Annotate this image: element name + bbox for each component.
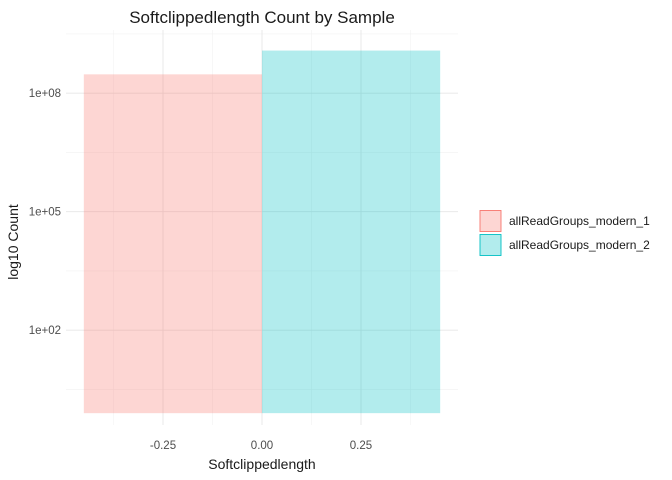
y-tick-label: 1e+05	[29, 207, 61, 219]
y-tick-labels: 1e+02 1e+05 1e+08	[29, 88, 61, 337]
y-tick-label: 1e+08	[29, 88, 61, 100]
legend-key-2	[479, 234, 502, 256]
x-tick-label: 0.25	[350, 440, 372, 452]
bars	[83, 50, 441, 414]
chart-title: Softclippedlength Count by Sample	[129, 8, 395, 27]
x-tick-label: 0.00	[251, 440, 273, 452]
y-tick-label: 1e+02	[29, 325, 61, 337]
grid	[66, 30, 458, 425]
x-axis-title: Softclippedlength	[208, 456, 315, 472]
x-tick-labels: -0.25 0.00 0.25	[150, 440, 372, 452]
legend-label-2: allReadGroups_modern_2	[509, 238, 650, 252]
legend-key-1	[479, 210, 502, 232]
y-axis-title: log10 Count	[5, 204, 21, 280]
bar-1	[83, 74, 263, 414]
bar-2	[262, 50, 441, 414]
legend-label-1: allReadGroups_modern_1	[509, 214, 650, 228]
legend: allReadGroups_modern_1 allReadGroups_mode…	[479, 210, 650, 256]
x-tick-label: -0.25	[150, 440, 176, 452]
